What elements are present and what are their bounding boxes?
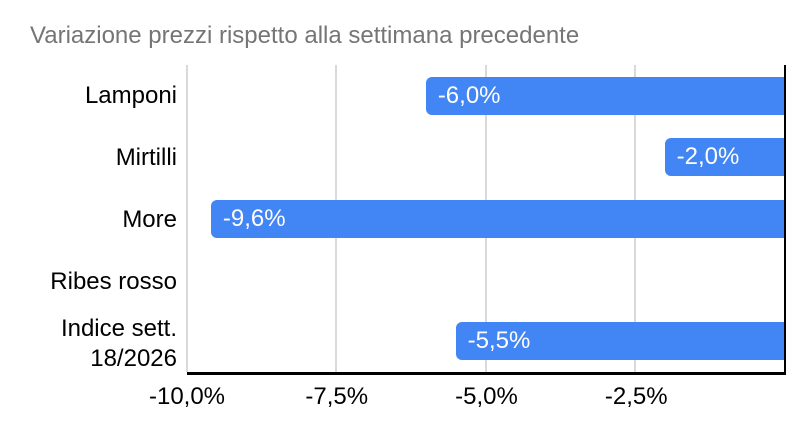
bar-lamponi: -6,0%	[425, 76, 784, 115]
x-axis: -10,0% -7,5% -5,0% -2,5%	[149, 383, 786, 415]
chart-title: Variazione prezzi rispetto alla settiman…	[30, 22, 580, 49]
gridline	[186, 65, 188, 372]
bar-data-label: -6,0%	[437, 81, 501, 109]
category-label: More	[122, 206, 177, 233]
bar-data-label: -9,6%	[222, 204, 286, 232]
bar-indice-sett-18-2026: -5,5%	[455, 322, 784, 361]
bar-data-label: -2,0%	[676, 143, 740, 171]
bar-mirtilli: -2,0%	[664, 138, 784, 177]
bar-row: -2,0%	[187, 126, 784, 187]
x-tick-label: -5,0%	[455, 383, 518, 410]
x-tick-label: -10,0%	[148, 383, 226, 410]
bar-rows: -6,0% -2,0% -9,6% -5,5%	[187, 65, 784, 372]
category-label: Indice sett. 18/2026	[60, 315, 177, 372]
x-tick-label: -2,5%	[604, 383, 668, 410]
bar-more: -9,6%	[210, 199, 784, 238]
bar-row: -9,6%	[187, 188, 784, 249]
bar-row	[187, 249, 784, 310]
bar-row: -6,0%	[187, 65, 784, 126]
category-label: Mirtilli	[115, 144, 177, 171]
category-axis: Lamponi Mirtilli More Ribes rosso Indice set…	[0, 65, 177, 375]
plot-area: -6,0% -2,0% -9,6% -5,5%	[186, 65, 786, 375]
category-label: Lamponi	[84, 82, 177, 109]
category-label: Ribes rosso	[50, 268, 177, 295]
bar-data-label: -5,5%	[467, 327, 531, 355]
bar-row: -5,5%	[187, 311, 784, 372]
x-tick-label: -7,5%	[305, 383, 369, 410]
